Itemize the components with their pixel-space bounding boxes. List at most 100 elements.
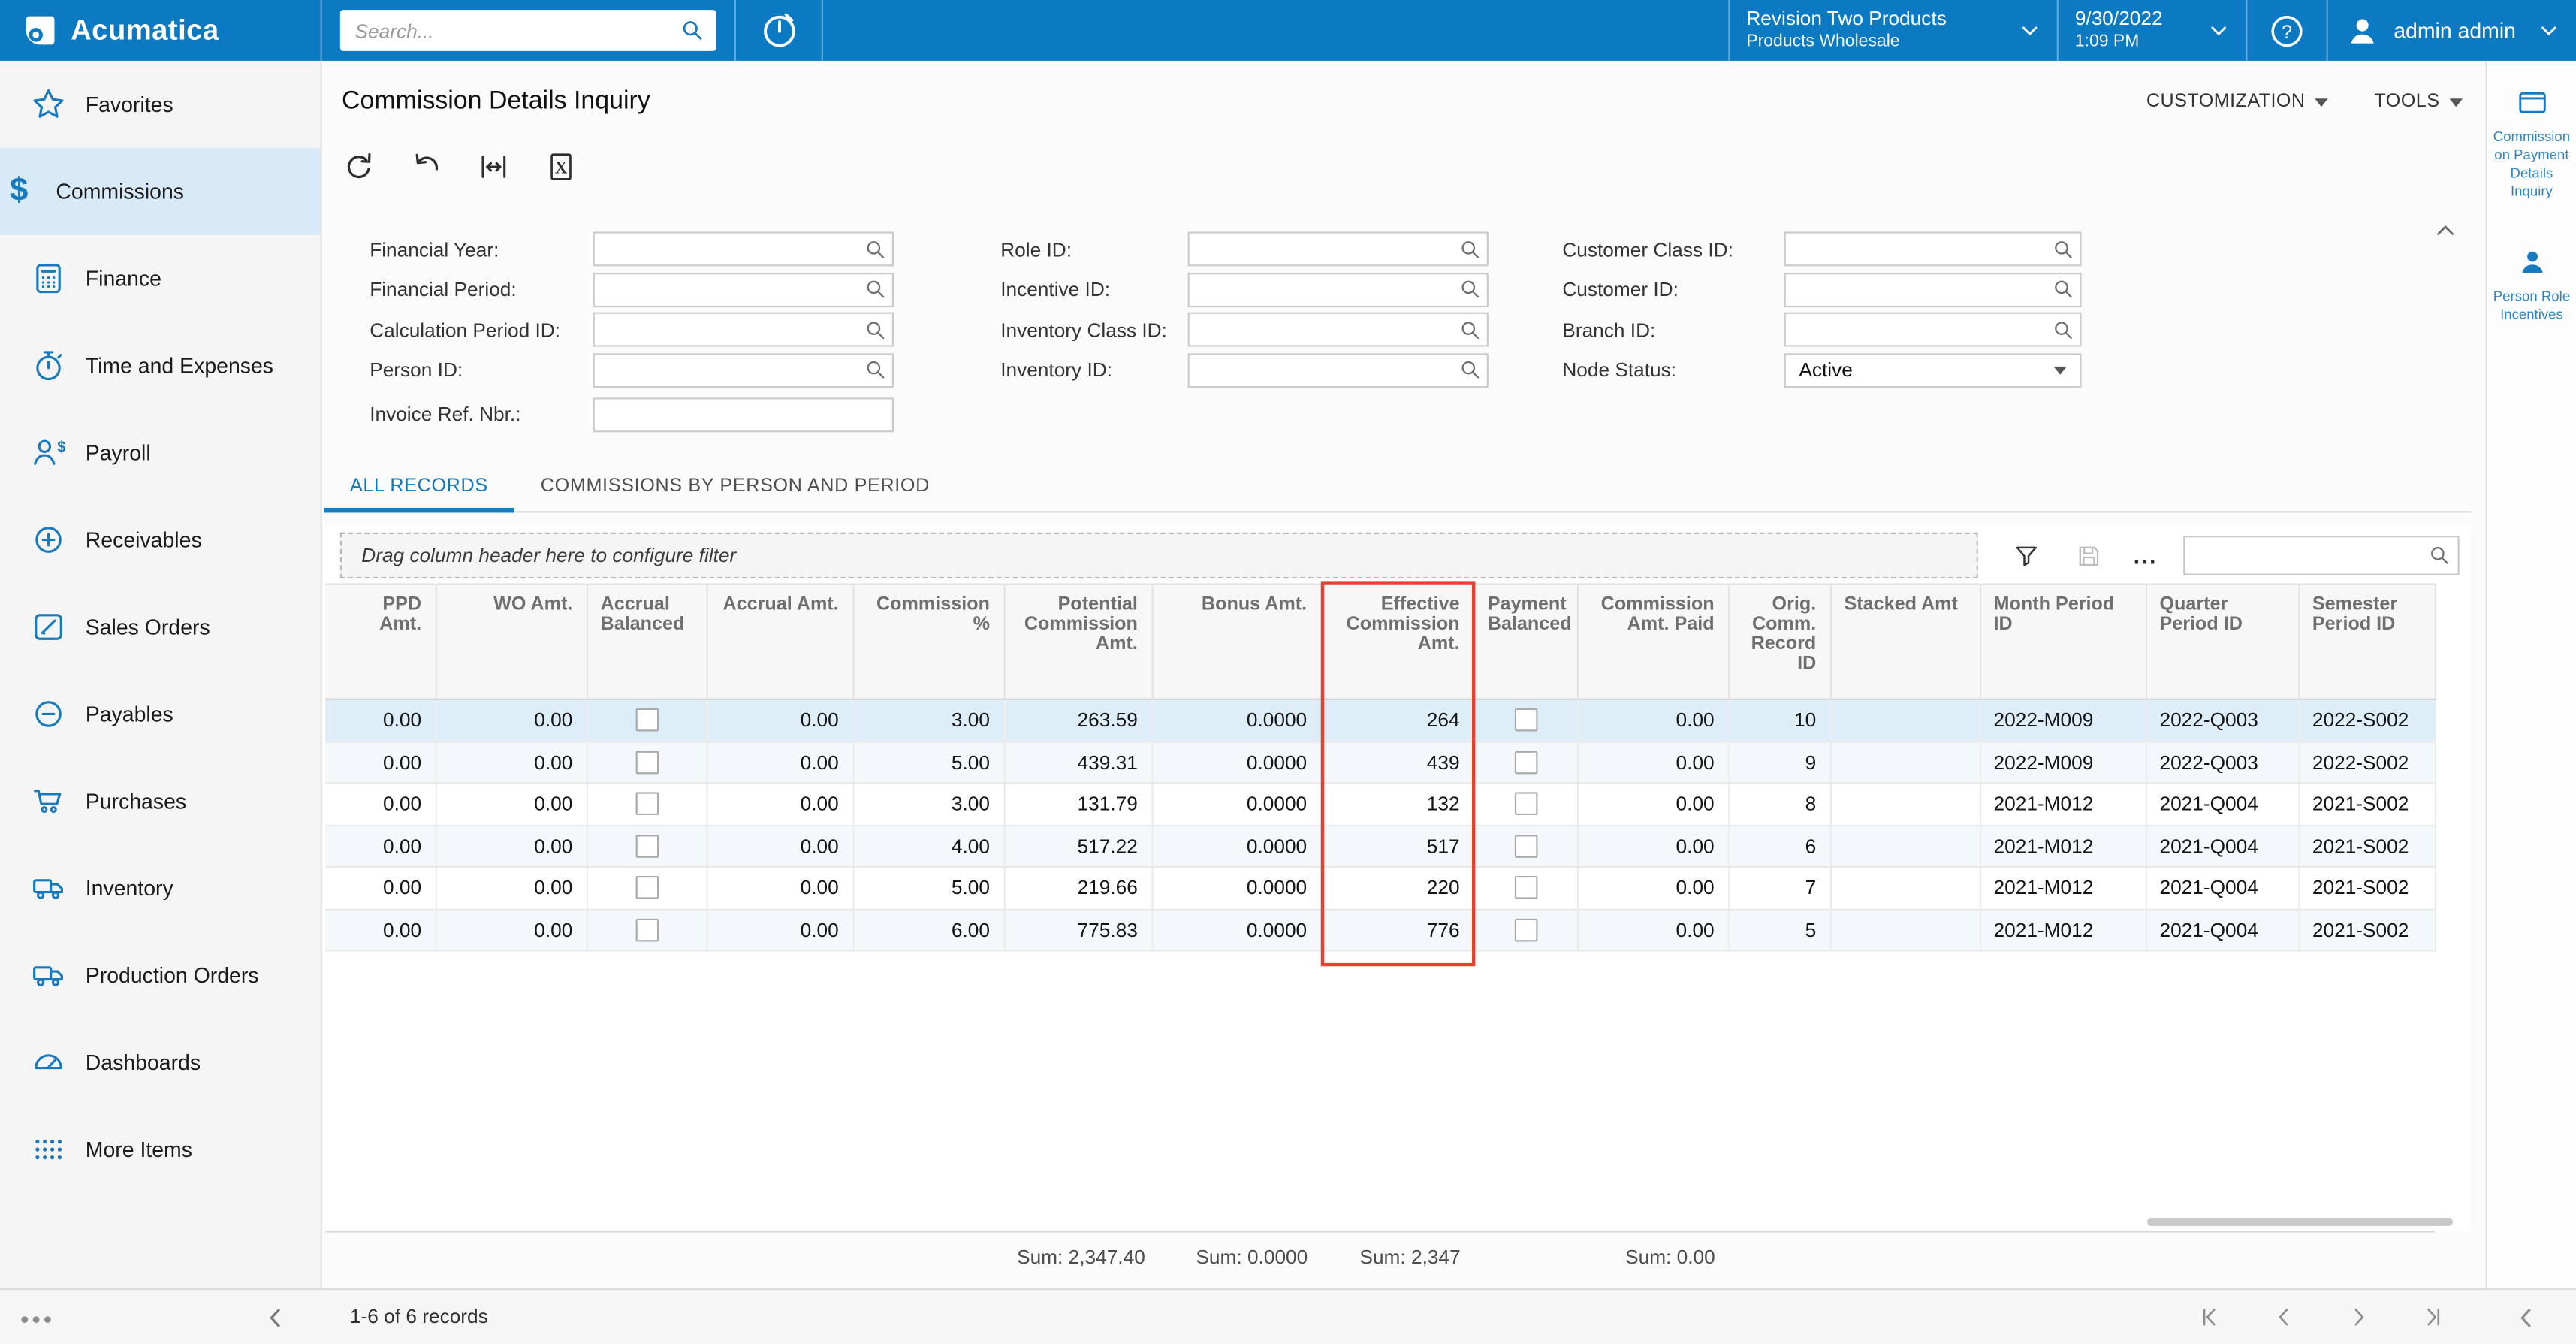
column-header-accrual-balanced[interactable]: Accrual Balanced xyxy=(587,584,707,699)
customer-class-id-input[interactable] xyxy=(1784,231,2082,266)
business-date-button[interactable] xyxy=(736,0,823,61)
grid-more-options-icon[interactable]: ... xyxy=(2134,547,2158,563)
accrual-balanced-checkbox[interactable] xyxy=(635,708,658,732)
global-search-input[interactable] xyxy=(340,10,716,51)
collapse-filter-icon[interactable] xyxy=(2433,219,2458,243)
refresh-button[interactable] xyxy=(339,146,379,186)
payment-balanced-checkbox[interactable] xyxy=(1514,835,1537,858)
sidebar-item-time-and-expenses[interactable]: Time and Expenses xyxy=(0,322,321,409)
lookup-icon[interactable] xyxy=(864,319,888,342)
table-row[interactable]: 0.000.000.003.00263.590.00002640.0010202… xyxy=(325,699,2435,741)
save-grid-icon[interactable] xyxy=(2074,542,2102,569)
accrual-balanced-checkbox[interactable] xyxy=(635,835,658,858)
collapse-side-panel-icon[interactable] xyxy=(2514,1305,2540,1331)
node-status-select[interactable]: Active xyxy=(1784,353,2082,388)
payment-balanced-checkbox[interactable] xyxy=(1514,793,1537,816)
tab-all-records[interactable]: ALL RECORDS xyxy=(324,464,514,513)
column-header-bonus-amt[interactable]: Bonus Amt. xyxy=(1151,584,1320,699)
fit-width-button[interactable] xyxy=(473,146,513,186)
column-header-orig-comm-record-id[interactable]: Orig. Comm. Record ID xyxy=(1728,584,1830,699)
payment-balanced-checkbox[interactable] xyxy=(1514,751,1537,774)
sidebar-item-production-orders[interactable]: Production Orders xyxy=(0,932,321,1019)
sidebar-item-commissions[interactable]: $Commissions xyxy=(0,148,321,235)
side-panel-item-person-role-incentives[interactable]: Person Role Incentives xyxy=(2487,245,2576,324)
accrual-balanced-checkbox[interactable] xyxy=(635,876,658,899)
grid-search-input[interactable] xyxy=(2184,536,2460,575)
help-button[interactable]: ? xyxy=(2246,0,2326,61)
inventory-class-id-input[interactable] xyxy=(1188,313,1489,347)
sidebar-item-payroll[interactable]: $Payroll xyxy=(0,409,321,497)
table-row[interactable]: 0.000.000.003.00131.790.00001320.0082021… xyxy=(325,783,2435,825)
financial-year-input[interactable] xyxy=(593,231,894,266)
customization-button[interactable]: CUSTOMIZATION xyxy=(2146,92,2328,112)
lookup-icon[interactable] xyxy=(864,237,888,261)
sidebar-item-payables[interactable]: Payables xyxy=(0,671,321,758)
lookup-icon[interactable] xyxy=(2052,278,2075,301)
column-header-ppd-amt[interactable]: PPD Amt. xyxy=(325,584,436,699)
lookup-icon[interactable] xyxy=(1459,358,1483,382)
column-header-commission-amt-paid[interactable]: Commission Amt. Paid xyxy=(1577,584,1728,699)
column-header-month-period-id[interactable]: Month Period ID xyxy=(1980,584,2146,699)
column-header-stacked-amt[interactable]: Stacked Amt xyxy=(1830,584,1980,699)
sidebar-item-purchases[interactable]: Purchases xyxy=(0,757,321,844)
first-page-icon[interactable] xyxy=(2198,1305,2223,1330)
undo-button[interactable] xyxy=(406,146,445,186)
branch-id-input[interactable] xyxy=(1784,313,2082,347)
export-excel-button[interactable]: X xyxy=(541,146,581,186)
lookup-icon[interactable] xyxy=(2052,237,2075,261)
lookup-icon[interactable] xyxy=(1459,319,1483,342)
payment-balanced-checkbox[interactable] xyxy=(1514,708,1537,732)
accrual-balanced-checkbox[interactable] xyxy=(635,918,658,941)
last-page-icon[interactable] xyxy=(2420,1305,2445,1330)
collapse-sidebar-icon[interactable] xyxy=(263,1305,289,1331)
column-header-commission[interactable]: Commission % xyxy=(852,584,1003,699)
horizontal-scrollbar[interactable] xyxy=(2147,1218,2453,1226)
incentive-id-input[interactable] xyxy=(1188,272,1489,307)
search-icon[interactable] xyxy=(680,18,705,43)
column-header-effective-commission-amt[interactable]: Effective Commission Amt. xyxy=(1321,584,1474,699)
filter-icon[interactable] xyxy=(2012,542,2040,569)
company-selector[interactable]: Revision Two Products Products Wholesale xyxy=(1728,0,2057,61)
next-page-icon[interactable] xyxy=(2346,1305,2371,1330)
accrual-balanced-checkbox[interactable] xyxy=(635,751,658,774)
column-header-potential-commission-amt[interactable]: Potential Commission Amt. xyxy=(1004,584,1152,699)
person-id-input[interactable] xyxy=(593,353,894,388)
column-header-quarter-period-id[interactable]: Quarter Period ID xyxy=(2146,584,2298,699)
table-row[interactable]: 0.000.000.004.00517.220.00005170.0062021… xyxy=(325,825,2435,867)
tools-button[interactable]: TOOLS xyxy=(2374,92,2463,112)
column-header-wo-amt[interactable]: WO Amt. xyxy=(436,584,587,699)
drag-filter-zone[interactable]: Drag column header here to configure fil… xyxy=(340,533,1977,578)
calculation-period-id-input[interactable] xyxy=(593,313,894,347)
table-row[interactable]: 0.000.000.005.00219.660.00002200.0072021… xyxy=(325,867,2435,909)
column-header-semester-period-id[interactable]: Semester Period ID xyxy=(2298,584,2435,699)
column-header-payment-balanced[interactable]: Payment Balanced xyxy=(1474,584,1577,699)
table-row[interactable]: 0.000.000.006.00775.830.00007760.0052021… xyxy=(325,909,2435,951)
tab-commissions-by-person-and-period[interactable]: COMMISSIONS BY PERSON AND PERIOD xyxy=(514,464,956,513)
accrual-balanced-checkbox[interactable] xyxy=(635,793,658,816)
payment-balanced-checkbox[interactable] xyxy=(1514,918,1537,941)
prev-page-icon[interactable] xyxy=(2272,1305,2297,1330)
sidebar-item-receivables[interactable]: Receivables xyxy=(0,497,321,584)
column-header-accrual-amt[interactable]: Accrual Amt. xyxy=(707,584,853,699)
logo[interactable]: Acumatica xyxy=(0,0,322,61)
sidebar-more-icon[interactable] xyxy=(21,1316,50,1323)
sidebar-item-sales-orders[interactable]: Sales Orders xyxy=(0,584,321,671)
side-panel-item-commission-on-payment-details-inquiry[interactable]: Commission on Payment Details Inquiry xyxy=(2487,86,2576,201)
date-selector[interactable]: 9/30/2022 1:09 PM xyxy=(2057,0,2246,61)
sidebar-item-favorites[interactable]: Favorites xyxy=(0,61,321,148)
financial-period-input[interactable] xyxy=(593,272,894,307)
table-row[interactable]: 0.000.000.005.00439.310.00004390.0092022… xyxy=(325,741,2435,784)
inventory-id-input[interactable] xyxy=(1188,353,1489,388)
sidebar-item-inventory[interactable]: Inventory xyxy=(0,844,321,932)
lookup-icon[interactable] xyxy=(1459,278,1483,301)
customer-id-input[interactable] xyxy=(1784,272,2082,307)
invoice-ref-nbr-input[interactable] xyxy=(593,397,894,432)
role-id-input[interactable] xyxy=(1188,231,1489,266)
sidebar-item-dashboards[interactable]: Dashboards xyxy=(0,1019,321,1106)
search-icon[interactable] xyxy=(2428,544,2451,567)
lookup-icon[interactable] xyxy=(864,358,888,382)
payment-balanced-checkbox[interactable] xyxy=(1514,876,1537,899)
lookup-icon[interactable] xyxy=(1459,237,1483,261)
user-menu[interactable]: admin admin xyxy=(2327,0,2576,61)
sidebar-item-more-items[interactable]: More Items xyxy=(0,1106,321,1193)
